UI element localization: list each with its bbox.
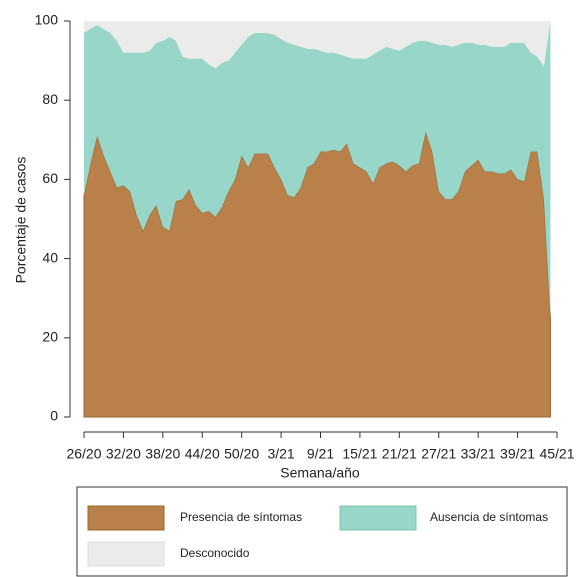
x-tick-label: 27/21 [421,446,456,462]
x-tick-label: 45/21 [539,446,574,462]
legend-label: Ausencia de síntomas [430,510,548,524]
x-tick-label: 3/21 [267,446,294,462]
x-tick-label: 44/20 [185,446,220,462]
y-tick-label: 100 [35,12,59,28]
x-tick-label: 26/20 [66,446,101,462]
y-tick-label: 60 [42,170,58,186]
x-tick-label: 9/21 [307,446,334,462]
y-axis-label: Porcentaje de casos [13,157,29,284]
x-tick-label: 39/21 [500,446,535,462]
area [84,21,551,69]
y-tick-label: 80 [42,91,58,107]
y-tick-label: 20 [42,329,58,345]
x-tick-label: 33/21 [461,446,496,462]
y-tick-label: 0 [50,408,58,424]
legend-swatch [339,505,417,531]
legend-swatch [87,541,165,567]
legend-label: Desconocido [180,546,250,560]
x-tick-label: 32/20 [106,446,141,462]
x-tick-label: 21/21 [382,446,417,462]
x-tick-label: 15/21 [342,446,377,462]
legend-label: Presencia de síntomas [180,510,302,524]
x-tick-label: 50/20 [224,446,259,462]
area [84,21,551,318]
y-tick-label: 40 [42,249,58,265]
x-tick-label: 38/20 [145,446,180,462]
legend-swatch [87,505,165,531]
x-axis-label: Semana/año [280,465,360,481]
